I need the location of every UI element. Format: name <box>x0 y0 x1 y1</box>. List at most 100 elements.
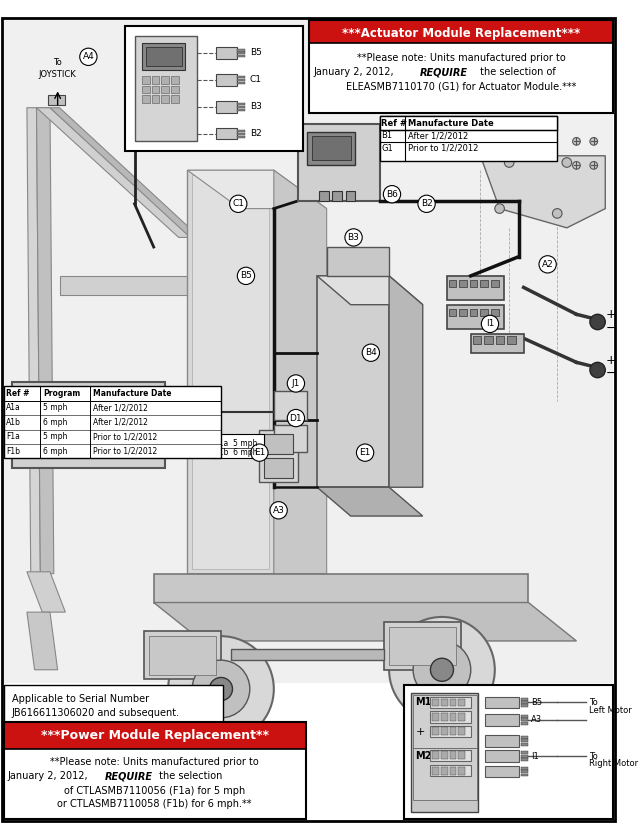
Bar <box>309 20 613 112</box>
Text: E1: E1 <box>254 448 265 457</box>
Bar <box>441 727 447 735</box>
Text: Right Motor: Right Motor <box>589 759 638 769</box>
Bar <box>333 191 342 201</box>
Circle shape <box>345 229 362 246</box>
Text: A2: A2 <box>542 260 553 268</box>
Bar <box>379 117 557 130</box>
Bar <box>449 752 456 759</box>
Text: 5 mph: 5 mph <box>43 404 67 413</box>
Bar <box>521 770 528 773</box>
Text: After 1/2/2012: After 1/2/2012 <box>93 404 148 413</box>
Bar <box>4 685 223 722</box>
Bar <box>441 713 447 721</box>
Bar <box>230 649 385 660</box>
Circle shape <box>67 401 87 420</box>
Text: JOYSTICK: JOYSTICK <box>39 70 76 79</box>
Text: 6 mph: 6 mph <box>43 446 67 456</box>
Text: F1a: F1a <box>6 432 20 441</box>
Text: F1b: F1b <box>6 446 20 456</box>
Bar <box>171 76 178 84</box>
Bar <box>142 86 150 93</box>
Text: H1a  5 mph: H1a 5 mph <box>213 439 257 447</box>
Bar <box>449 713 456 721</box>
Bar <box>480 309 488 316</box>
Bar <box>521 722 528 725</box>
Text: H1b  6 mph: H1b 6 mph <box>213 448 258 457</box>
Text: Prior to 1/2/2012: Prior to 1/2/2012 <box>408 143 479 153</box>
Bar <box>142 96 150 103</box>
Circle shape <box>251 444 268 461</box>
Bar <box>449 279 456 288</box>
Circle shape <box>430 659 453 681</box>
Bar <box>413 748 476 800</box>
Text: Manufacture Date: Manufacture Date <box>408 118 494 128</box>
Text: **Please note: Units manufactured prior to: **Please note: Units manufactured prior … <box>357 53 566 63</box>
Bar <box>187 170 274 574</box>
Text: A3: A3 <box>532 715 542 724</box>
Text: Left Motor: Left Motor <box>589 706 632 715</box>
Bar <box>491 279 499 288</box>
Text: B5: B5 <box>240 271 252 280</box>
Bar <box>4 722 306 748</box>
Text: M1: M1 <box>415 697 431 707</box>
Polygon shape <box>274 170 327 574</box>
Text: JB616611306020 and subsequent.: JB616611306020 and subsequent. <box>12 708 180 718</box>
Circle shape <box>230 195 247 212</box>
Circle shape <box>287 375 304 392</box>
Bar <box>48 96 65 105</box>
Bar <box>192 175 269 569</box>
Bar <box>521 739 528 743</box>
Bar <box>308 132 356 165</box>
Bar <box>327 247 389 276</box>
Bar <box>485 696 519 708</box>
Bar <box>521 701 528 704</box>
Bar <box>238 136 245 138</box>
Bar <box>471 334 524 352</box>
Bar <box>317 276 389 487</box>
Text: After 1/2/2012: After 1/2/2012 <box>93 418 148 427</box>
Bar <box>135 36 197 141</box>
Bar <box>238 52 245 55</box>
Circle shape <box>505 158 514 167</box>
Bar <box>430 711 471 722</box>
Bar <box>485 735 519 747</box>
Text: the selection: the selection <box>155 771 222 781</box>
Text: ***Actuator Module Replacement***: ***Actuator Module Replacement*** <box>342 27 580 40</box>
Bar <box>485 750 519 762</box>
Circle shape <box>287 409 304 427</box>
Circle shape <box>362 344 379 362</box>
Bar <box>142 44 186 70</box>
Bar <box>238 133 245 135</box>
Bar <box>171 86 178 93</box>
Bar <box>447 305 505 329</box>
Bar <box>432 767 439 774</box>
Bar <box>430 696 471 708</box>
Bar <box>470 279 478 288</box>
Bar <box>161 96 169 103</box>
Polygon shape <box>37 107 192 237</box>
Text: 5 mph: 5 mph <box>43 432 67 441</box>
Text: B1: B1 <box>381 131 392 140</box>
Circle shape <box>192 660 250 718</box>
Bar <box>4 386 221 458</box>
Circle shape <box>482 315 499 332</box>
Text: B4: B4 <box>365 348 377 357</box>
Text: I1: I1 <box>532 752 539 761</box>
Text: Prior to 1/2/2012: Prior to 1/2/2012 <box>93 446 157 456</box>
Bar <box>458 752 465 759</box>
Bar <box>298 124 379 201</box>
Text: C1: C1 <box>250 76 262 85</box>
Text: M2: M2 <box>415 751 431 761</box>
Text: B5: B5 <box>532 698 542 707</box>
Bar <box>161 396 180 430</box>
Text: J1: J1 <box>291 379 300 388</box>
Bar <box>238 109 245 111</box>
Circle shape <box>562 158 571 167</box>
Bar <box>161 86 169 93</box>
Bar <box>432 727 439 735</box>
Circle shape <box>590 138 598 145</box>
Bar <box>430 765 471 776</box>
Bar <box>521 718 528 722</box>
Bar <box>259 430 298 482</box>
Text: of CTLASMB7110056 (F1a) for 5 mph: of CTLASMB7110056 (F1a) for 5 mph <box>64 786 245 796</box>
